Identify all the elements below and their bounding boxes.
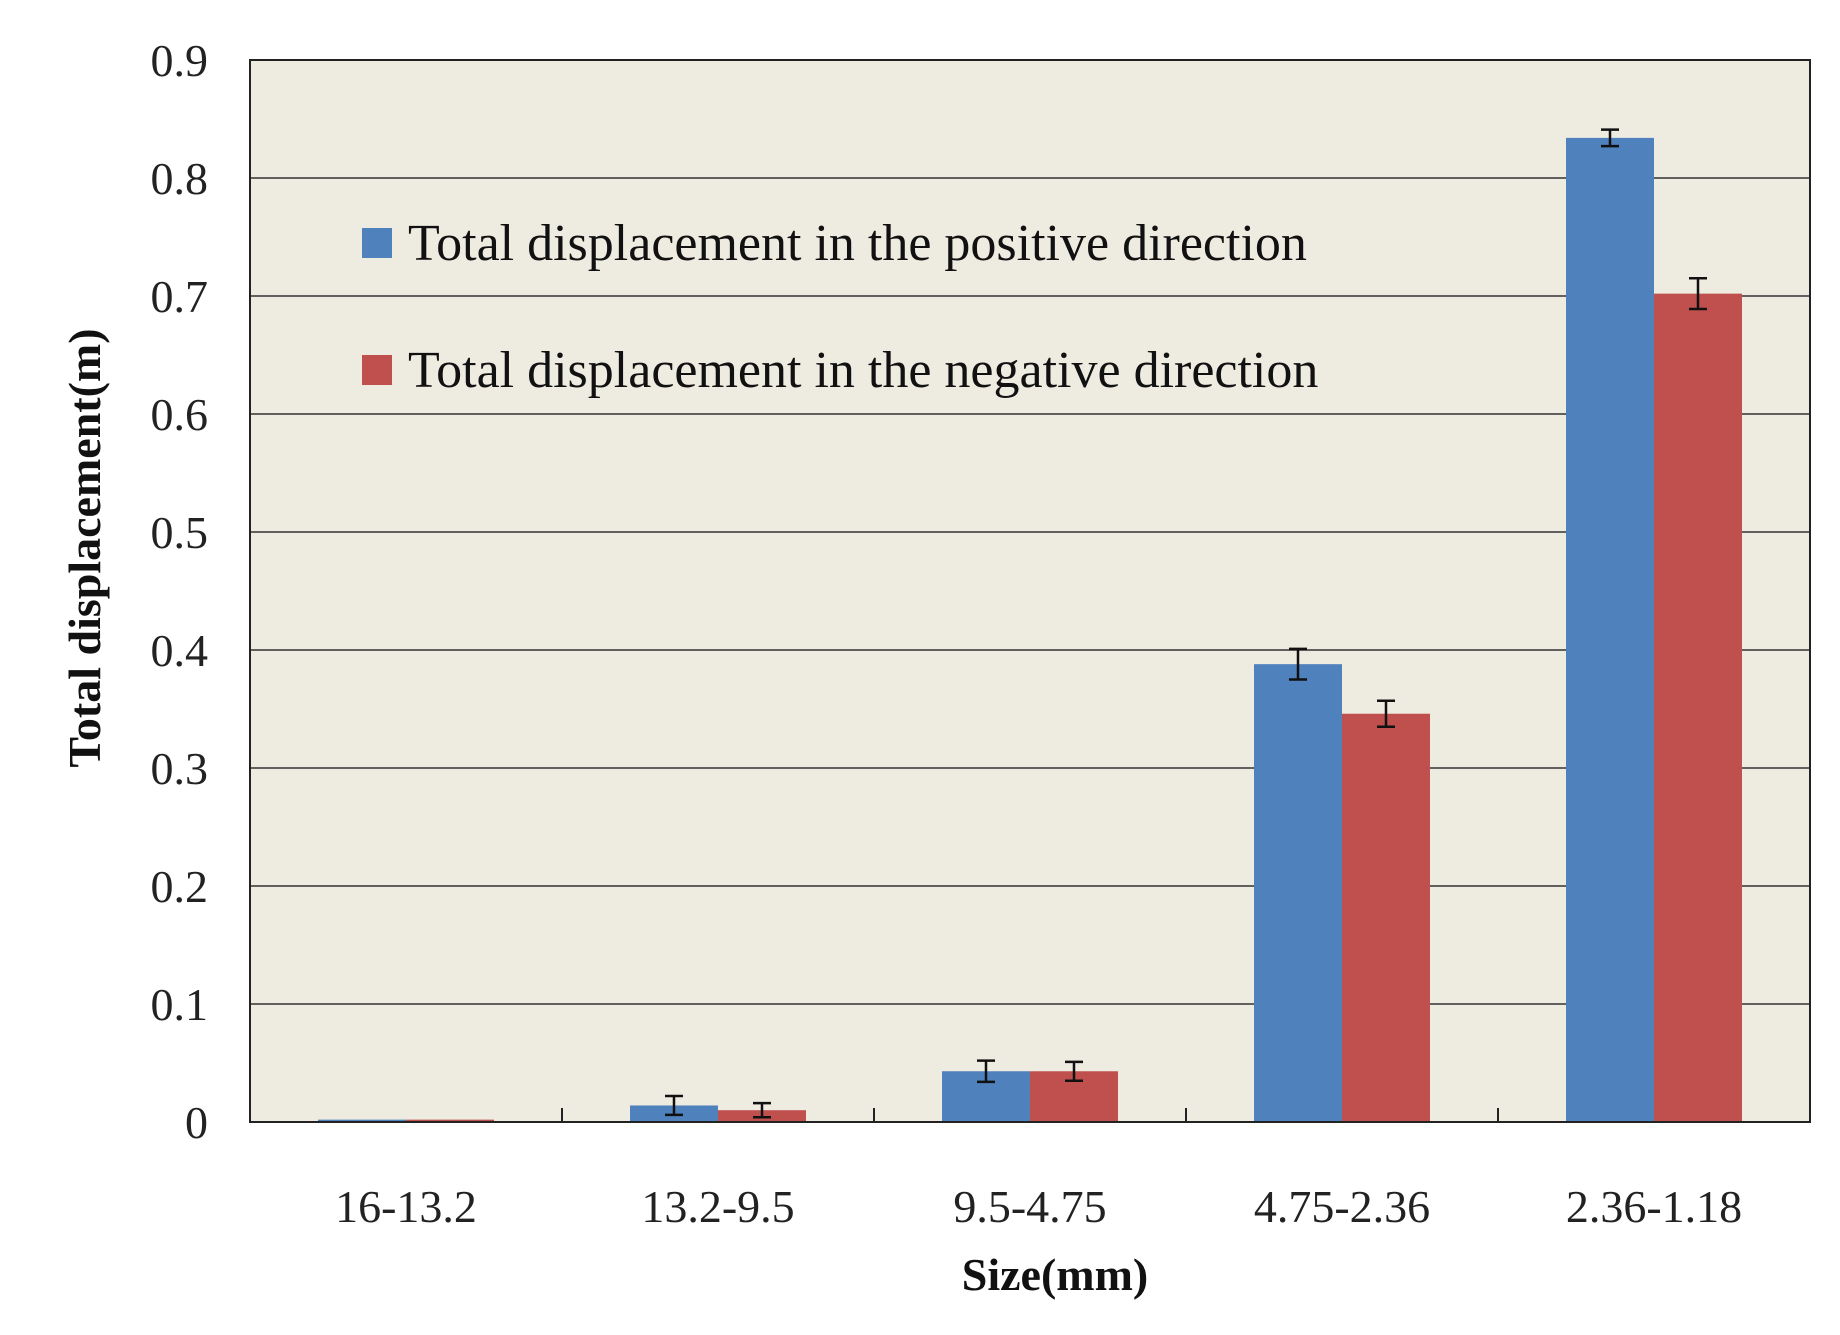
y-axis-tick-labels: 0 0.1 0.2 0.3 0.4 0.5 0.6 0.7 0.8 0.9 [151, 35, 209, 1148]
bar-negative-4 [1654, 293, 1742, 1122]
y-tick-label: 0.9 [151, 35, 209, 86]
legend-swatch-negative [362, 355, 392, 385]
y-tick-label: 0 [185, 1097, 208, 1148]
y-tick-label: 0.8 [151, 153, 209, 204]
bar-negative-0 [406, 1119, 494, 1122]
y-tick-label: 0.3 [151, 743, 209, 794]
y-tick-label: 0.2 [151, 861, 209, 912]
plot-background [250, 60, 1810, 1122]
x-tick-label: 4.75-2.36 [1254, 1181, 1430, 1232]
y-tick-label: 0.7 [151, 271, 209, 322]
y-tick-label: 0.6 [151, 389, 209, 440]
bars [318, 137, 1742, 1122]
x-tick-label: 13.2-9.5 [641, 1181, 794, 1232]
y-tick-label: 0.1 [151, 979, 209, 1030]
plot-frame [249, 59, 1811, 1123]
x-tick-label: 2.36-1.18 [1566, 1181, 1742, 1232]
x-tick-label: 9.5-4.75 [953, 1181, 1106, 1232]
x-tick-label: 16-13.2 [335, 1181, 477, 1232]
x-axis-ticks [561, 1108, 1499, 1122]
x-axis-title: Size(mm) [962, 1249, 1148, 1300]
bar-positive-3 [1254, 664, 1342, 1122]
legend-label-positive: Total displacement in the positive direc… [408, 215, 1307, 272]
legend: Total displacement in the positive direc… [362, 215, 1318, 399]
x-axis-tick-labels: 16-13.2 13.2-9.5 9.5-4.75 4.75-2.36 2.36-1.1… [335, 1181, 1742, 1232]
bar-positive-4 [1566, 137, 1654, 1122]
legend-swatch-positive [362, 228, 392, 258]
bar-negative-3 [1342, 713, 1430, 1122]
legend-label-negative: Total displacement in the negative direc… [408, 342, 1318, 399]
bar-positive-0 [318, 1119, 406, 1122]
y-tick-label: 0.4 [151, 625, 209, 676]
y-axis-title: Total displacement(m) [59, 328, 110, 767]
error-bars [665, 128, 1707, 1119]
y-tick-label: 0.5 [151, 507, 209, 558]
